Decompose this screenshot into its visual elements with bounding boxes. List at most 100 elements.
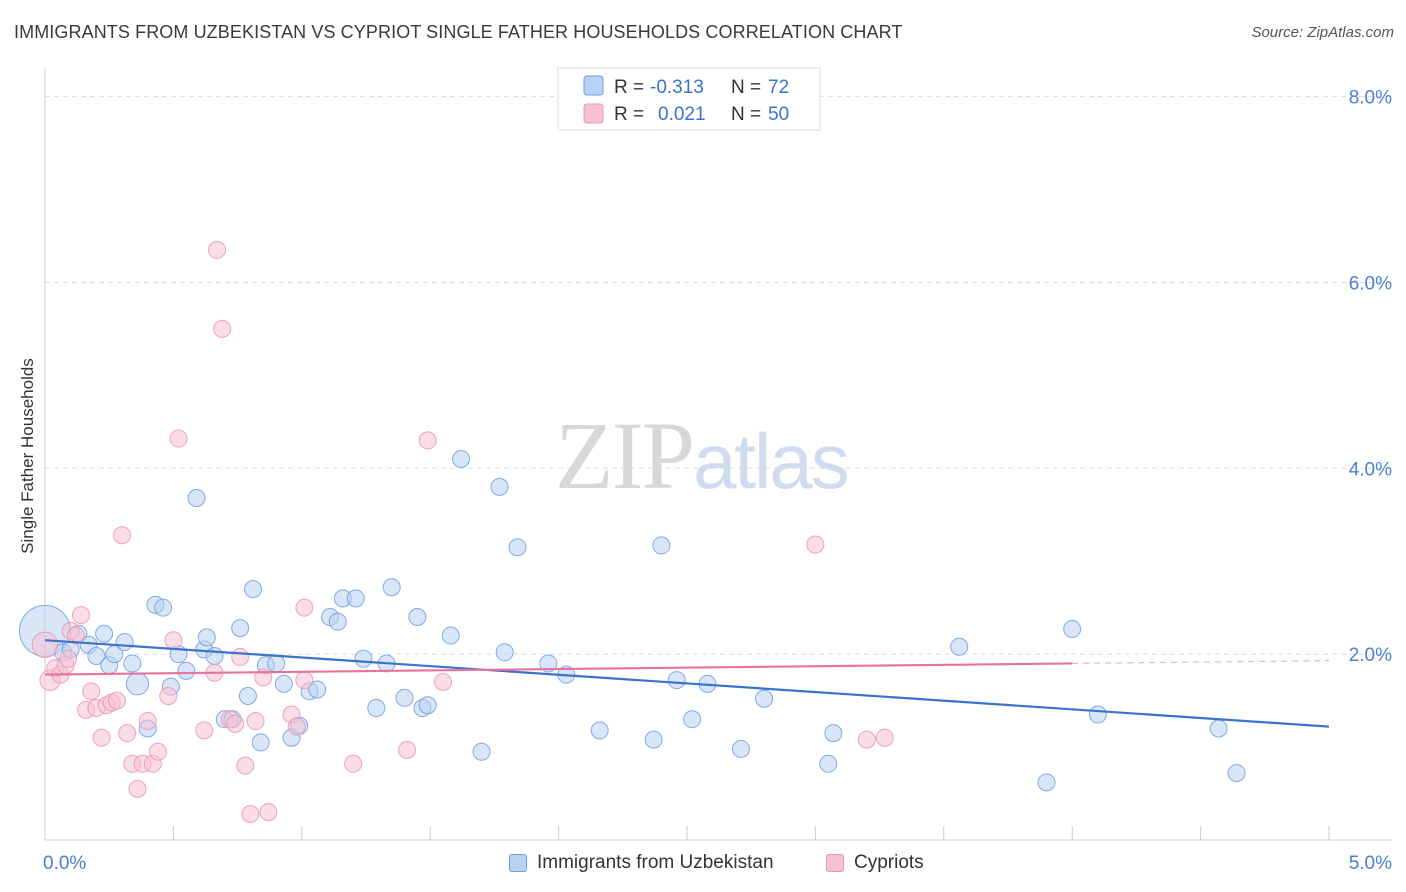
point-series-1-7 xyxy=(71,606,90,625)
grid-layer xyxy=(45,96,1392,655)
legend-swatch-cypriots xyxy=(583,103,604,124)
point-series-0-40 xyxy=(367,699,386,718)
legend-n-value-cypriots: 50 xyxy=(768,104,789,125)
bottom-legend-label-cypriots: Cypriots xyxy=(854,852,924,873)
point-series-0-50 xyxy=(490,477,509,496)
point-series-0-14 xyxy=(154,598,173,617)
point-series-0-10 xyxy=(123,654,142,673)
point-series-0-53 xyxy=(539,654,558,673)
point-series-0-21 xyxy=(205,647,224,666)
legend-n-label-cypriots: N = xyxy=(731,104,761,125)
point-series-1-9 xyxy=(82,682,101,701)
point-series-1-49 xyxy=(59,649,78,668)
point-series-1-11 xyxy=(92,728,111,747)
point-series-0-46 xyxy=(418,696,437,715)
x-tick-label-1: 5.0% xyxy=(1349,853,1392,874)
point-series-0-39 xyxy=(354,649,373,668)
point-series-1-25 xyxy=(169,429,188,448)
point-series-0-47 xyxy=(441,626,460,645)
point-series-0-36 xyxy=(328,612,347,631)
point-series-0-61 xyxy=(731,739,750,758)
point-series-1-40 xyxy=(295,598,314,617)
point-series-0-52 xyxy=(508,538,527,557)
trend-line-series-0 xyxy=(44,639,1330,728)
point-series-0-6 xyxy=(95,624,114,643)
point-series-1-34 xyxy=(241,804,260,823)
bottom-legend-swatch-uzbekistan xyxy=(509,854,527,872)
point-series-1-0 xyxy=(31,631,59,659)
point-series-1-23 xyxy=(159,686,178,705)
point-series-1-18 xyxy=(128,779,147,798)
point-series-0-44 xyxy=(408,607,427,626)
bottom-legend-swatch-cypriots xyxy=(826,854,844,872)
point-series-0-62 xyxy=(755,689,774,708)
point-series-0-59 xyxy=(683,710,702,729)
point-series-1-39 xyxy=(287,717,306,736)
point-series-1-16 xyxy=(118,724,137,743)
point-series-0-18 xyxy=(187,489,206,508)
points-layer xyxy=(19,240,1246,823)
point-series-0-58 xyxy=(667,671,686,690)
point-series-1-14 xyxy=(107,691,126,710)
bottom-legend-label-uzbekistan: Immigrants from Uzbekistan xyxy=(537,852,774,873)
point-series-0-27 xyxy=(251,733,270,752)
point-series-1-20 xyxy=(138,712,157,731)
point-series-0-9 xyxy=(115,633,134,652)
point-series-1-26 xyxy=(195,721,214,740)
point-series-0-25 xyxy=(238,686,257,705)
point-series-1-31 xyxy=(226,714,245,733)
point-series-0-11 xyxy=(125,672,149,696)
point-series-1-43 xyxy=(398,740,417,759)
legend-swatch-uzbekistan xyxy=(583,75,604,96)
point-series-0-55 xyxy=(590,721,609,740)
point-series-0-24 xyxy=(231,619,250,638)
point-series-1-46 xyxy=(857,730,876,749)
point-series-0-34 xyxy=(308,680,327,699)
y-axis-label: Single Father Households xyxy=(18,358,37,554)
point-series-0-38 xyxy=(346,589,365,608)
chart-source: Source: ZipAtlas.com xyxy=(1251,24,1394,41)
point-series-1-41 xyxy=(295,671,314,690)
trend-line-series-1 xyxy=(44,662,1073,676)
x-tick-label-0: 0.0% xyxy=(43,853,86,874)
axis-layer xyxy=(44,68,1392,841)
point-series-0-63 xyxy=(819,754,838,773)
point-series-1-15 xyxy=(113,526,132,545)
legend-r-value-uzbekistan: -0.313 xyxy=(650,77,704,98)
point-series-1-47 xyxy=(875,728,894,747)
legend-r-label-cypriots: R = xyxy=(614,104,644,125)
trend-layer xyxy=(44,639,1330,728)
point-series-0-26 xyxy=(244,580,263,599)
point-series-1-28 xyxy=(208,240,227,259)
point-series-0-68 xyxy=(1088,705,1107,724)
point-series-0-29 xyxy=(267,654,286,673)
chart-title: IMMIGRANTS FROM UZBEKISTAN VS CYPRIOT SI… xyxy=(14,22,903,42)
watermark-zip: ZIP xyxy=(555,402,695,509)
legend-r-value-cypriots: 0.021 xyxy=(658,104,706,125)
point-series-1-29 xyxy=(213,319,232,338)
point-series-0-67 xyxy=(1063,620,1082,639)
point-series-0-48 xyxy=(452,450,471,468)
point-series-0-17 xyxy=(177,661,196,680)
point-series-0-43 xyxy=(395,688,414,707)
legend-r-label-uzbekistan: R = xyxy=(614,77,644,98)
tick-label-layer: 2.0% 4.0% 6.0% 8.0% 0.0% 5.0% xyxy=(43,88,1392,874)
point-series-0-42 xyxy=(382,578,401,597)
point-series-1-32 xyxy=(231,647,250,666)
point-series-1-45 xyxy=(806,535,825,554)
point-series-1-44 xyxy=(418,431,437,450)
point-series-1-33 xyxy=(236,756,255,775)
point-series-0-64 xyxy=(824,724,843,743)
point-series-1-37 xyxy=(259,803,278,822)
y-tick-label-2: 6.0% xyxy=(1349,273,1392,294)
watermark: ZIPatlas xyxy=(555,400,850,511)
point-series-0-66 xyxy=(1037,773,1056,792)
legend-box: R = -0.313 N = 72 R = 0.021 N = 50 xyxy=(557,67,821,131)
point-series-0-49 xyxy=(472,742,491,761)
bottom-legend-uzbekistan: Immigrants from Uzbekistan xyxy=(509,852,774,874)
y-tick-label-1: 4.0% xyxy=(1349,459,1392,480)
point-series-0-57 xyxy=(652,536,671,555)
point-series-1-42 xyxy=(344,754,363,773)
point-series-0-51 xyxy=(495,643,514,662)
